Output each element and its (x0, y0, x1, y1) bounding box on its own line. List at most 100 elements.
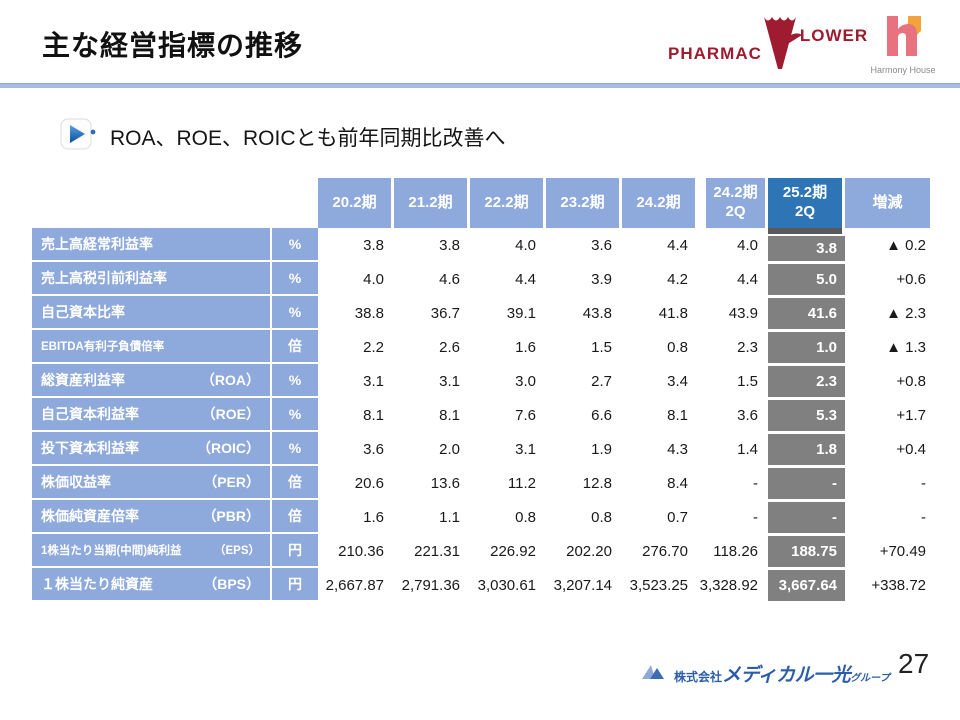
row-unit: 倍 (272, 330, 318, 364)
col-header: 20.2期 (318, 178, 394, 228)
value-cell: 8.4 (622, 466, 698, 500)
col-header-highlight: 25.2期 2Q (768, 178, 845, 234)
value-cell: 8.1 (622, 398, 698, 432)
value-cell: 3,030.61 (470, 568, 546, 602)
delta-cell: +0.6 (845, 262, 930, 296)
delta-cell: ▲ 0.2 (845, 228, 930, 262)
value-cell: 2.7 (546, 364, 622, 398)
row-label: 売上高経常利益率 (32, 228, 272, 262)
column-gap (698, 364, 706, 398)
value-cell: 0.8 (622, 330, 698, 364)
table-corner-spacer (32, 178, 318, 228)
row-label: 株価純資産倍率 （PBR） (32, 500, 272, 534)
value-cell: 4.4 (706, 262, 768, 296)
row-unit: 円 (272, 534, 318, 568)
row-unit: % (272, 262, 318, 296)
highlight-value-cell: 3,667.64 (768, 568, 845, 602)
value-cell: 0.8 (470, 500, 546, 534)
delta-cell: ▲ 1.3 (845, 330, 930, 364)
value-cell: 4.2 (622, 262, 698, 296)
delta-cell: +1.7 (845, 398, 930, 432)
value-cell: 6.6 (546, 398, 622, 432)
column-gap (698, 228, 706, 262)
delta-cell: +70.49 (845, 534, 930, 568)
row-label: 自己資本利益率 （ROE） (32, 398, 272, 432)
value-cell: 1.6 (470, 330, 546, 364)
row-label-text: 投下資本利益率 (41, 440, 139, 456)
value-cell: 210.36 (318, 534, 394, 568)
value-cell: 4.4 (622, 228, 698, 262)
value-cell: 3.1 (470, 432, 546, 466)
value-cell: 3.6 (546, 228, 622, 262)
delta-cell: ▲ 2.3 (845, 296, 930, 330)
row-label-abbr: （ROIC） (197, 440, 260, 456)
value-cell: 7.6 (470, 398, 546, 432)
bullet-row: ROA、ROE、ROICとも前年同期比改善へ (60, 118, 506, 155)
value-cell: 38.8 (318, 296, 394, 330)
harmony-house-logo: Harmony House (868, 14, 938, 76)
delta-cell: +0.4 (845, 432, 930, 466)
value-cell: 3.1 (318, 364, 394, 398)
column-gap (698, 534, 706, 568)
value-cell: 4.6 (394, 262, 470, 296)
value-cell: 1.6 (318, 500, 394, 534)
value-cell: 3,207.14 (546, 568, 622, 602)
row-label-text: 株価収益率 (41, 474, 111, 490)
row-label-text: 自己資本利益率 (41, 406, 139, 422)
row-label-text: 売上高税引前利益率 (41, 270, 167, 286)
highlight-value-cell: 2.3 (768, 364, 845, 398)
delta-cell: +0.8 (845, 364, 930, 398)
value-cell: - (706, 500, 768, 534)
col-header: 22.2期 (470, 178, 546, 228)
row-unit: 倍 (272, 466, 318, 500)
play-bullet-icon (60, 118, 96, 155)
col-header: 増減 (845, 178, 930, 228)
value-cell: 13.6 (394, 466, 470, 500)
row-label-abbr: （PER） (203, 474, 260, 490)
value-cell: 41.8 (622, 296, 698, 330)
row-label: 株価収益率 （PER） (32, 466, 272, 500)
footer-company-prefix: 株式会社 (674, 670, 723, 684)
value-cell: 43.8 (546, 296, 622, 330)
row-label-text: 売上高経常利益率 (41, 236, 153, 252)
value-cell: 11.2 (470, 466, 546, 500)
value-cell: 0.8 (546, 500, 622, 534)
highlight-value-cell: 41.6 (768, 296, 845, 330)
value-cell: 276.70 (622, 534, 698, 568)
row-unit: % (272, 432, 318, 466)
footer-company-suffix: グループ (850, 673, 890, 684)
value-cell: 4.0 (706, 228, 768, 262)
row-label-text: １株当たり純資産 (41, 576, 153, 592)
harmony-house-icon (881, 14, 925, 63)
row-label-text: EBITDA有利子負債倍率 (41, 341, 165, 353)
row-label: EBITDA有利子負債倍率 (32, 330, 272, 364)
value-cell: - (706, 466, 768, 500)
value-cell: 2.3 (706, 330, 768, 364)
row-unit: 倍 (272, 500, 318, 534)
highlight-value-cell: 1.0 (768, 330, 845, 364)
value-cell: 3.4 (622, 364, 698, 398)
value-cell: 36.7 (394, 296, 470, 330)
highlight-value-cell: - (768, 466, 845, 500)
delta-cell: - (845, 466, 930, 500)
value-cell: 12.8 (546, 466, 622, 500)
delta-cell: +338.72 (845, 568, 930, 602)
value-cell: 3.6 (706, 398, 768, 432)
row-unit: % (272, 228, 318, 262)
row-unit: % (272, 364, 318, 398)
row-unit: % (272, 398, 318, 432)
footer-company-main: メディカル一光 (722, 665, 851, 686)
value-cell: 1.5 (546, 330, 622, 364)
value-cell: 0.7 (622, 500, 698, 534)
column-gap (698, 330, 706, 364)
column-gap (698, 262, 706, 296)
row-label-text: 総資産利益率 (41, 372, 125, 388)
row-unit: % (272, 296, 318, 330)
value-cell: 8.1 (318, 398, 394, 432)
flower-icon (762, 11, 802, 78)
pharmacy-flower-logo-text-right: LOWER (799, 26, 869, 45)
value-cell: 4.0 (470, 228, 546, 262)
highlight-value-cell: 1.8 (768, 432, 845, 466)
value-cell: 4.0 (318, 262, 394, 296)
